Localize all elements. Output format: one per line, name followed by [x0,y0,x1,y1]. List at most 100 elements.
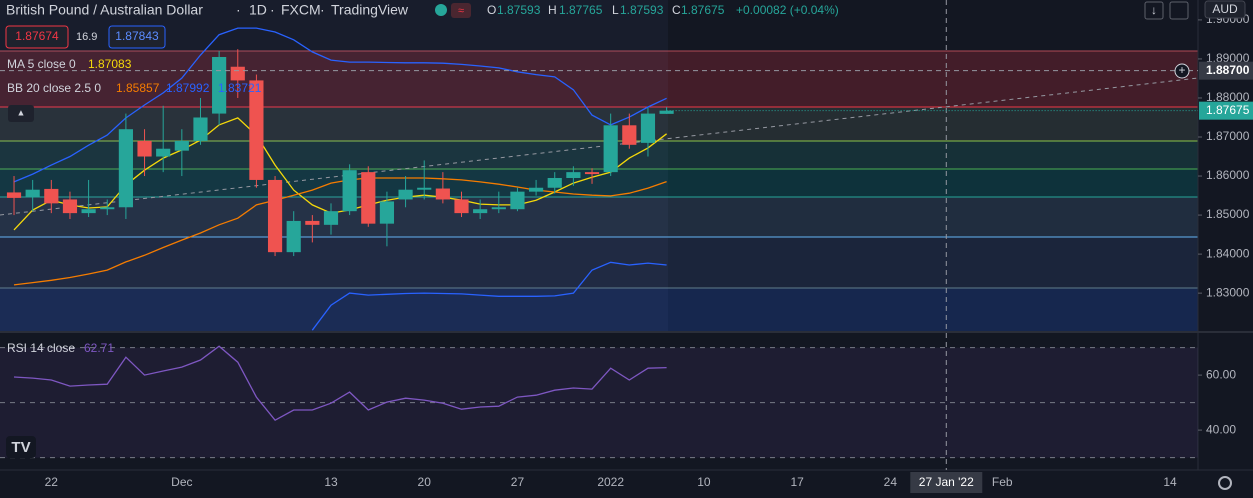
x-tick-label: 27 Jan '22 [919,475,974,489]
last-price: 1.87675 [1206,103,1250,117]
candle-body [305,220,320,225]
candle-body [44,188,59,204]
x-tick-label: 10 [697,475,711,489]
band-fill [0,0,668,331]
trade-toolbar: 1.87674 16.9 1.87843 [5,25,166,49]
y-tick-label: 60.00 [1206,367,1236,381]
zone [0,288,1198,331]
fullscreen-button[interactable] [1169,1,1189,20]
x-tick-label: Feb [992,475,1013,489]
last-price-tag [1199,101,1253,120]
candle-body [249,80,264,180]
candle-body [81,209,96,214]
logo-mark: TV [11,439,30,456]
platform: TradingView [331,2,409,18]
separator: · [270,2,275,18]
indicator-value: 1.85857 [116,81,160,95]
candle-body [25,189,40,198]
collapse-button[interactable] [8,105,34,122]
indicator-value: 1.87083 [88,57,132,71]
zone [0,51,1198,107]
candle-body [640,113,656,143]
y-tick-label: 1.84000 [1206,246,1250,260]
indicator-name: MA 5 close 0 [7,57,76,71]
candle-body [510,191,525,210]
buy-price: 1.87843 [115,29,159,43]
x-tick-label: 13 [324,475,338,489]
sell-button[interactable] [5,25,69,49]
add-glyph: + [1178,63,1185,77]
y-tick-label: 1.88000 [1206,90,1250,104]
candle-body [137,140,152,157]
indicator-name: BB 20 close 2.5 0 [7,81,101,95]
candle-body [417,187,432,190]
candle-body [659,110,674,114]
y-tick-label: 40.00 [1206,422,1236,436]
indicator-value: 1.83721 [218,81,262,95]
candle-body [435,188,450,200]
candle-body [323,211,339,225]
rsi-plot [0,345,1198,459]
x-tick-label: Dec [171,475,192,489]
zone [0,237,1198,288]
rsi-value: 62.71 [84,341,114,355]
candle-body [118,129,133,208]
candle-body [547,177,562,188]
settings-button[interactable] [1218,476,1232,490]
separator: · [320,2,325,18]
y-tick-label: 1.87000 [1206,129,1250,143]
x-tick-label: 24 [884,475,898,489]
ohlc-key: O [487,3,496,17]
ohlc-value: 1.87593 [497,3,541,17]
add-button[interactable] [1174,63,1190,79]
currency-box[interactable] [1204,0,1246,19]
candle-body [174,140,189,151]
crosshair-price: 1.88700 [1206,63,1250,77]
candle-body [212,56,227,114]
x-tick-label: 22 [45,475,59,489]
currency: AUD [1212,2,1238,16]
series-line [13,177,667,286]
download-button[interactable] [1144,1,1164,20]
rsi-pane [0,333,1198,470]
zone [0,197,1198,237]
candle-body [100,207,115,210]
buy-button[interactable] [108,25,166,49]
candle-body [193,117,208,141]
x-tick-label: 20 [418,475,432,489]
source: FXCM [281,2,321,18]
x-tick-label: 27 [511,475,525,489]
candle-body [491,207,506,210]
candle-body [529,187,544,192]
candle-body [379,201,395,224]
ohlc-value: 1.87593 [620,3,664,17]
candle-body [454,199,469,214]
candle-body [230,66,245,81]
x-tick-label: 14 [1163,475,1177,489]
y-tick-label: 1.83000 [1206,285,1250,299]
alert-icon[interactable] [451,3,471,18]
y-tick-label: 1.85000 [1206,207,1250,221]
candle-body [286,220,301,253]
legend: MA 5 close 0 1.87083 BB 20 close 2.5 0 1… [7,57,262,355]
market-status[interactable] [435,4,447,16]
indicator-value: 1.87992 [166,81,210,95]
spread: 16.9 [76,31,97,43]
candle-body [62,199,78,214]
download-glyph: ↓ [1151,3,1157,17]
level-zones [0,0,1198,331]
price-plot [6,27,674,331]
x-tick-label: 2022 [597,475,624,489]
header: British Pound / Australian Dollar · 1D ·… [6,0,1246,20]
candle-body [6,192,22,198]
sell-price: 1.87674 [15,29,59,43]
separator: · [236,2,241,18]
candle-body [566,172,581,178]
logo-box [6,436,36,458]
trend-line [0,77,1199,216]
rsi-name: RSI 14 close [7,341,75,355]
series-line [311,261,667,331]
y-tick-label: 1.86000 [1206,168,1250,182]
